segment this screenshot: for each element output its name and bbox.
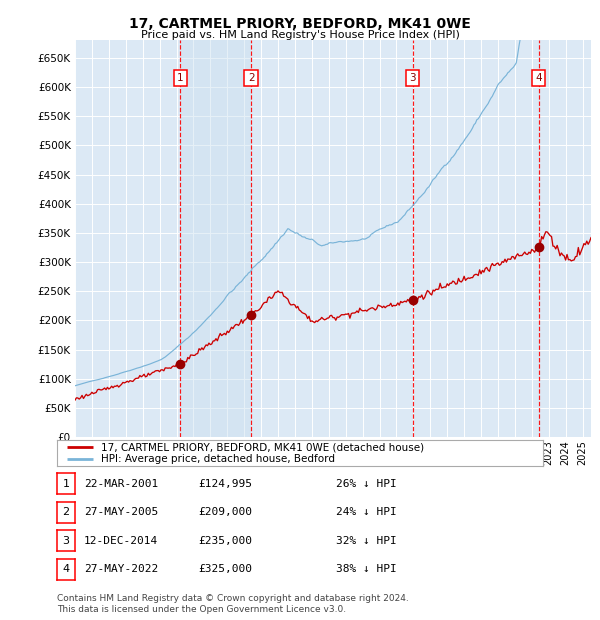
Text: £209,000: £209,000: [198, 507, 252, 517]
Text: 3: 3: [409, 73, 416, 83]
Text: 26% ↓ HPI: 26% ↓ HPI: [336, 479, 397, 489]
Text: 27-MAY-2005: 27-MAY-2005: [84, 507, 158, 517]
Text: 24% ↓ HPI: 24% ↓ HPI: [336, 507, 397, 517]
Text: 12-DEC-2014: 12-DEC-2014: [84, 536, 158, 546]
Text: 2: 2: [248, 73, 254, 83]
Text: 1: 1: [177, 73, 184, 83]
Text: 4: 4: [535, 73, 542, 83]
Bar: [180, 40, 251, 437]
Text: 38% ↓ HPI: 38% ↓ HPI: [336, 564, 397, 574]
Text: £124,995: £124,995: [198, 479, 252, 489]
Text: Contains HM Land Registry data © Crown copyright and database right 2024.
This d: Contains HM Land Registry data © Crown c…: [57, 595, 409, 614]
Text: HPI: Average price, detached house, Bedford: HPI: Average price, detached house, Bedf…: [101, 454, 335, 464]
Text: £235,000: £235,000: [198, 536, 252, 546]
Text: 22-MAR-2001: 22-MAR-2001: [84, 479, 158, 489]
Text: 3: 3: [62, 536, 70, 546]
Text: 4: 4: [62, 564, 70, 574]
Text: 2: 2: [62, 507, 70, 517]
Text: 27-MAY-2022: 27-MAY-2022: [84, 564, 158, 574]
Text: £325,000: £325,000: [198, 564, 252, 574]
Text: 1: 1: [62, 479, 70, 489]
Text: Price paid vs. HM Land Registry's House Price Index (HPI): Price paid vs. HM Land Registry's House …: [140, 30, 460, 40]
Text: 17, CARTMEL PRIORY, BEDFORD, MK41 0WE: 17, CARTMEL PRIORY, BEDFORD, MK41 0WE: [129, 17, 471, 32]
Text: 32% ↓ HPI: 32% ↓ HPI: [336, 536, 397, 546]
Text: 17, CARTMEL PRIORY, BEDFORD, MK41 0WE (detached house): 17, CARTMEL PRIORY, BEDFORD, MK41 0WE (d…: [101, 442, 424, 452]
